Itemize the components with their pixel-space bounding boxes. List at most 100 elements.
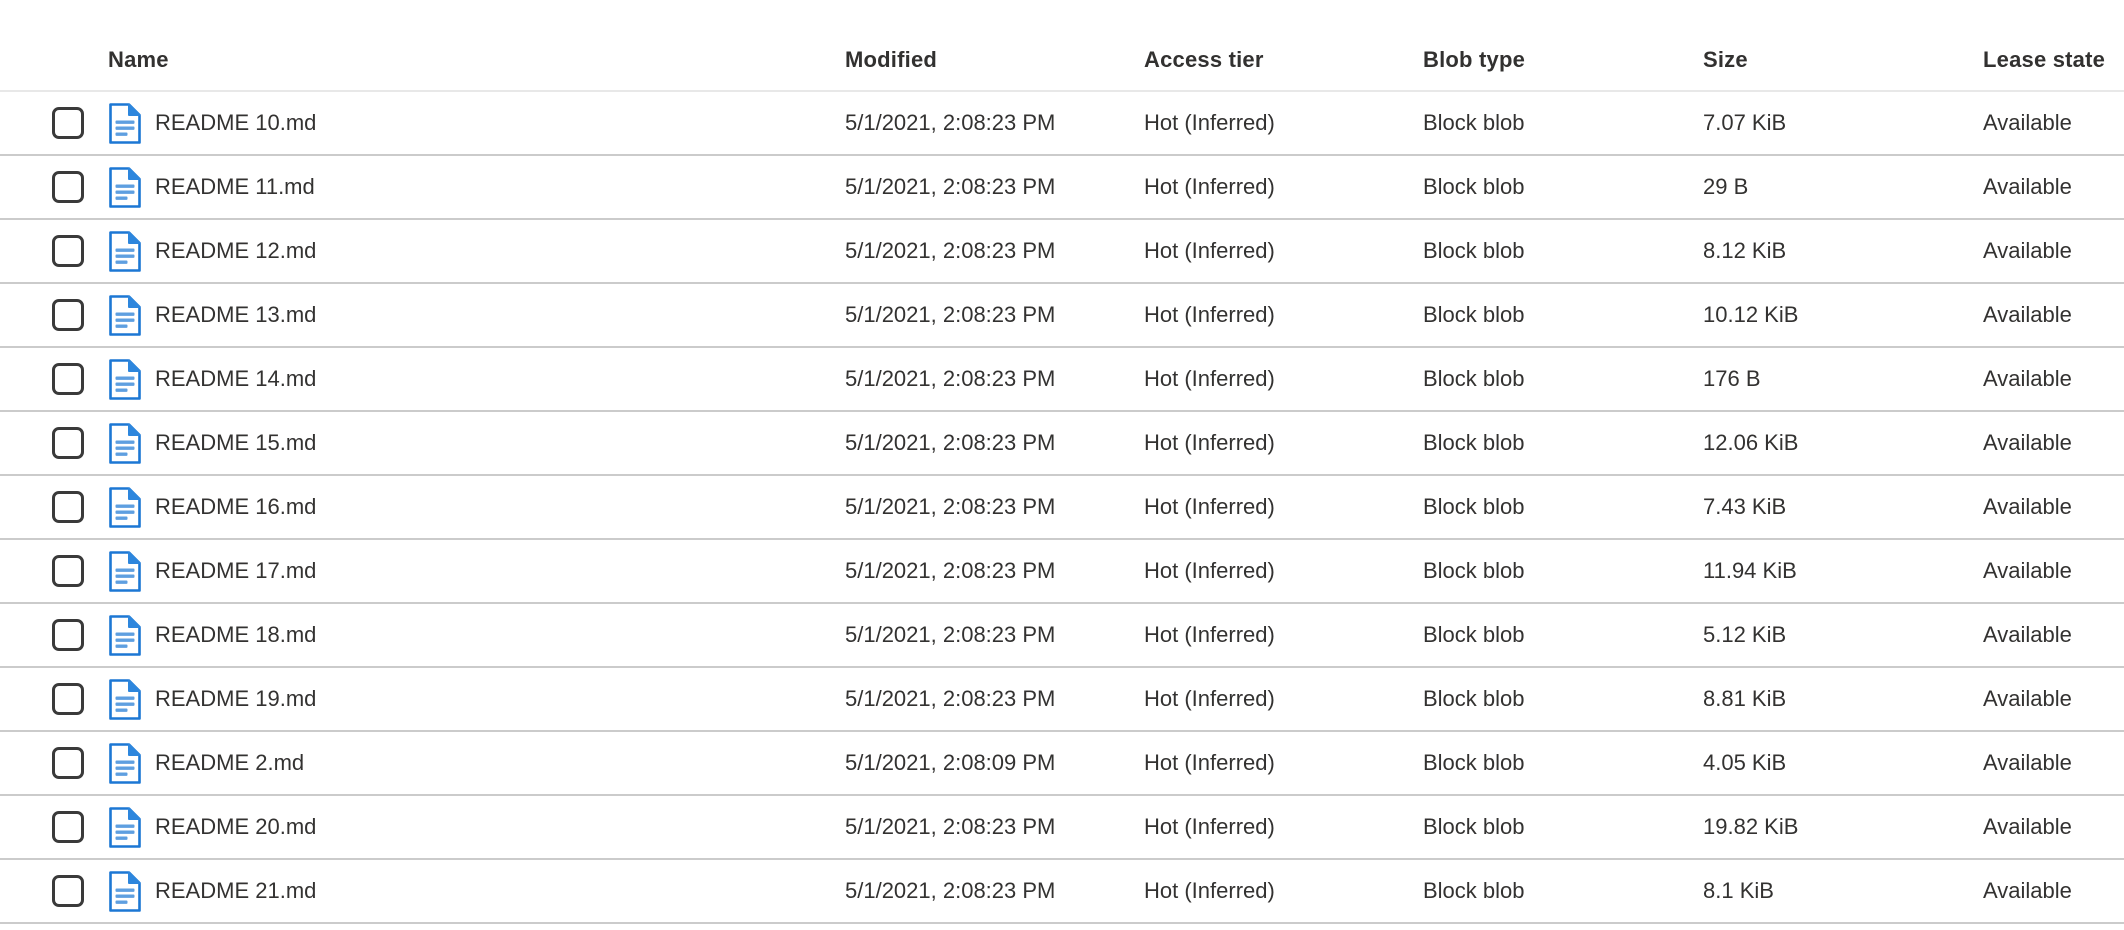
blob-type: Block blob — [1423, 494, 1525, 519]
blob-type: Block blob — [1423, 622, 1525, 647]
blob-modified: 5/1/2021, 2:08:23 PM — [845, 622, 1056, 647]
blob-type: Block blob — [1423, 750, 1525, 775]
blob-row[interactable]: README 20.md 5/1/2021, 2:08:23 PM Hot (I… — [0, 796, 2124, 860]
blob-type: Block blob — [1423, 686, 1525, 711]
column-header-access-tier[interactable]: Access tier — [1144, 47, 1264, 72]
markdown-document-icon — [108, 550, 142, 592]
row-select-checkbox[interactable] — [52, 363, 84, 395]
row-select-cell — [52, 363, 108, 395]
row-select-checkbox[interactable] — [52, 811, 84, 843]
blob-modified: 5/1/2021, 2:08:23 PM — [845, 878, 1056, 903]
blob-access-tier: Hot (Inferred) — [1144, 494, 1275, 519]
row-select-checkbox[interactable] — [52, 747, 84, 779]
row-select-cell — [52, 683, 108, 715]
blob-row[interactable]: README 15.md 5/1/2021, 2:08:23 PM Hot (I… — [0, 412, 2124, 476]
blob-lease-state: Available — [1983, 558, 2072, 583]
blob-type: Block blob — [1423, 302, 1525, 327]
blob-list-header: Name Modified Access tier Blob type Size… — [0, 0, 2124, 92]
row-select-checkbox[interactable] — [52, 555, 84, 587]
markdown-document-icon — [108, 422, 142, 464]
row-select-cell — [52, 171, 108, 203]
blob-size: 8.12 KiB — [1703, 238, 1787, 263]
row-select-checkbox[interactable] — [52, 427, 84, 459]
blob-modified: 5/1/2021, 2:08:23 PM — [845, 430, 1056, 455]
markdown-document-icon — [108, 102, 142, 144]
row-select-checkbox[interactable] — [52, 875, 84, 907]
blob-modified: 5/1/2021, 2:08:09 PM — [845, 750, 1056, 775]
blob-row[interactable]: README 10.md 5/1/2021, 2:08:23 PM Hot (I… — [0, 92, 2124, 156]
row-select-cell — [52, 619, 108, 651]
blob-list-body: README 10.md 5/1/2021, 2:08:23 PM Hot (I… — [0, 92, 2124, 924]
row-select-checkbox[interactable] — [52, 683, 84, 715]
markdown-document-icon — [108, 678, 142, 720]
blob-type: Block blob — [1423, 814, 1525, 839]
blob-modified: 5/1/2021, 2:08:23 PM — [845, 686, 1056, 711]
blob-row[interactable]: README 11.md 5/1/2021, 2:08:23 PM Hot (I… — [0, 156, 2124, 220]
blob-modified: 5/1/2021, 2:08:23 PM — [845, 110, 1056, 135]
blob-name-link[interactable]: README 11.md — [155, 174, 315, 199]
row-select-checkbox[interactable] — [52, 107, 84, 139]
blob-name-link[interactable]: README 15.md — [155, 430, 317, 455]
column-header-name[interactable]: Name — [108, 47, 169, 72]
row-select-cell — [52, 875, 108, 907]
blob-modified: 5/1/2021, 2:08:23 PM — [845, 558, 1056, 583]
blob-size: 8.1 KiB — [1703, 878, 1774, 903]
blob-name-cell: README 2.md — [108, 742, 845, 784]
blob-name-link[interactable]: README 10.md — [155, 110, 317, 135]
blob-size: 7.43 KiB — [1703, 494, 1787, 519]
blob-modified: 5/1/2021, 2:08:23 PM — [845, 366, 1056, 391]
blob-name-cell: README 11.md — [108, 166, 845, 208]
blob-name-link[interactable]: README 13.md — [155, 302, 317, 327]
blob-size: 19.82 KiB — [1703, 814, 1799, 839]
blob-name-link[interactable]: README 12.md — [155, 238, 317, 263]
blob-name-link[interactable]: README 17.md — [155, 558, 317, 583]
blob-name-link[interactable]: README 21.md — [155, 878, 317, 903]
row-select-cell — [52, 427, 108, 459]
blob-access-tier: Hot (Inferred) — [1144, 174, 1275, 199]
blob-name-link[interactable]: README 14.md — [155, 366, 317, 391]
row-select-checkbox[interactable] — [52, 235, 84, 267]
blob-modified: 5/1/2021, 2:08:23 PM — [845, 238, 1056, 263]
markdown-document-icon — [108, 806, 142, 848]
column-header-lease-state[interactable]: Lease state — [1983, 47, 2106, 72]
blob-size: 29 B — [1703, 174, 1749, 199]
blob-row[interactable]: README 13.md 5/1/2021, 2:08:23 PM Hot (I… — [0, 284, 2124, 348]
blob-row[interactable]: README 16.md 5/1/2021, 2:08:23 PM Hot (I… — [0, 476, 2124, 540]
blob-access-tier: Hot (Inferred) — [1144, 750, 1275, 775]
row-select-checkbox[interactable] — [52, 491, 84, 523]
row-select-checkbox[interactable] — [52, 171, 84, 203]
blob-row[interactable]: README 18.md 5/1/2021, 2:08:23 PM Hot (I… — [0, 604, 2124, 668]
markdown-document-icon — [108, 294, 142, 336]
blob-name-cell: README 17.md — [108, 550, 845, 592]
blob-name-link[interactable]: README 20.md — [155, 814, 317, 839]
blob-type: Block blob — [1423, 366, 1525, 391]
blob-type: Block blob — [1423, 174, 1525, 199]
row-select-checkbox[interactable] — [52, 619, 84, 651]
blob-row[interactable]: README 17.md 5/1/2021, 2:08:23 PM Hot (I… — [0, 540, 2124, 604]
row-select-cell — [52, 747, 108, 779]
blob-row[interactable]: README 12.md 5/1/2021, 2:08:23 PM Hot (I… — [0, 220, 2124, 284]
column-header-size[interactable]: Size — [1703, 47, 1748, 72]
row-select-checkbox[interactable] — [52, 299, 84, 331]
blob-row[interactable]: README 21.md 5/1/2021, 2:08:23 PM Hot (I… — [0, 860, 2124, 924]
blob-lease-state: Available — [1983, 110, 2072, 135]
blob-row[interactable]: README 14.md 5/1/2021, 2:08:23 PM Hot (I… — [0, 348, 2124, 412]
blob-access-tier: Hot (Inferred) — [1144, 302, 1275, 327]
blob-lease-state: Available — [1983, 686, 2072, 711]
row-select-cell — [52, 299, 108, 331]
row-select-cell — [52, 491, 108, 523]
blob-row[interactable]: README 19.md 5/1/2021, 2:08:23 PM Hot (I… — [0, 668, 2124, 732]
blob-name-link[interactable]: README 2.md — [155, 750, 305, 775]
markdown-document-icon — [108, 486, 142, 528]
blob-access-tier: Hot (Inferred) — [1144, 110, 1275, 135]
column-header-blob-type[interactable]: Blob type — [1423, 47, 1526, 72]
blob-name-cell: README 14.md — [108, 358, 845, 400]
blob-name-link[interactable]: README 19.md — [155, 686, 317, 711]
column-header-modified[interactable]: Modified — [845, 47, 938, 72]
blob-size: 12.06 KiB — [1703, 430, 1799, 455]
blob-type: Block blob — [1423, 430, 1525, 455]
blob-row[interactable]: README 2.md 5/1/2021, 2:08:09 PM Hot (In… — [0, 732, 2124, 796]
blob-access-tier: Hot (Inferred) — [1144, 366, 1275, 391]
blob-name-link[interactable]: README 18.md — [155, 622, 317, 647]
blob-name-link[interactable]: README 16.md — [155, 494, 317, 519]
